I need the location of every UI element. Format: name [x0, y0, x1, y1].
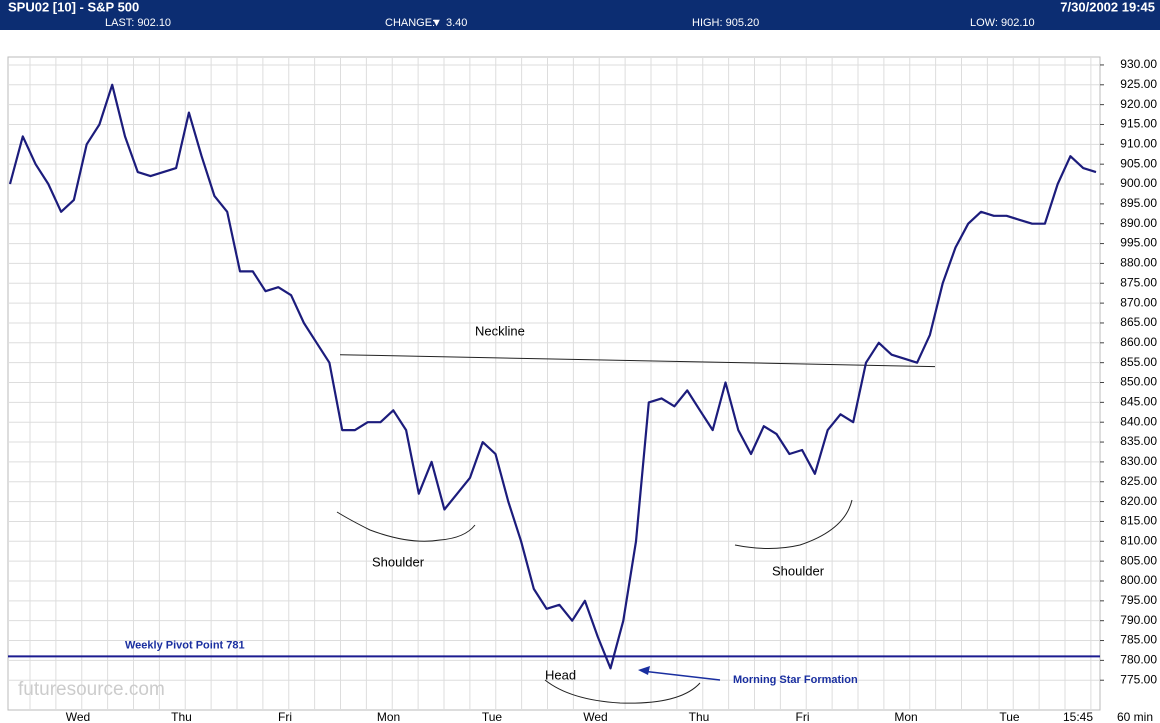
price-line — [8, 83, 1097, 670]
header-datetime: 7/30/2002 19:45 — [1060, 0, 1155, 14]
header-change-arrow: ▼ — [431, 17, 442, 29]
y-tick-label: 790.00 — [1120, 613, 1157, 627]
y-tick-label: 920.00 — [1120, 97, 1157, 111]
annotation: Morning Star Formation — [733, 674, 858, 686]
grid — [8, 57, 1100, 710]
y-tick-label: 890.00 — [1120, 216, 1157, 230]
interval-label: 60 min — [1117, 710, 1153, 723]
y-tick-label: 825.00 — [1120, 474, 1157, 488]
y-tick-label: 820.00 — [1120, 494, 1157, 508]
y-tick-label: 880.00 — [1120, 256, 1157, 270]
y-tick-label: 870.00 — [1120, 295, 1157, 309]
x-tick-label: Thu — [171, 710, 192, 723]
y-tick-label: 905.00 — [1120, 156, 1157, 170]
neckline-label: Neckline — [475, 323, 525, 338]
header-bar — [0, 0, 1160, 30]
y-tick-label: 925.00 — [1120, 77, 1157, 91]
y-tick-label: 815.00 — [1120, 514, 1157, 528]
x-tick-label: Tue — [482, 710, 503, 723]
x-tick-label: Fri — [796, 710, 810, 723]
y-tick-label: 915.00 — [1120, 117, 1157, 131]
x-tick-label: Wed — [66, 710, 90, 723]
header-title: SPU02 [10] - S&P 500 — [8, 0, 139, 14]
x-tick-label: Wed — [583, 710, 607, 723]
x-tick-label: Mon — [894, 710, 917, 723]
annotation: Shoulder — [772, 563, 825, 578]
pivot-label: Weekly Pivot Point 781 — [125, 639, 245, 651]
head-curve — [544, 679, 701, 704]
header-high: HIGH: 905.20 — [692, 17, 759, 29]
x-tick-label: Fri — [278, 710, 292, 723]
y-tick-label: 810.00 — [1120, 533, 1157, 547]
y-tick-label: 930.00 — [1120, 57, 1157, 71]
marks — [8, 83, 1100, 670]
y-tick-label: 805.00 — [1120, 553, 1157, 567]
annotation: Shoulder — [372, 554, 425, 569]
y-tick-label: 830.00 — [1120, 454, 1157, 468]
y-tick-label: 845.00 — [1120, 395, 1157, 409]
y-tick-label: 900.00 — [1120, 176, 1157, 190]
x-tick-label: Thu — [689, 710, 710, 723]
y-tick-label: 855.00 — [1120, 355, 1157, 369]
y-tick-label: 785.00 — [1120, 633, 1157, 647]
y-tick-label: 840.00 — [1120, 414, 1157, 428]
y-tick-label: 895.00 — [1120, 196, 1157, 210]
header-change: 3.40 — [446, 17, 467, 29]
y-tick-label: 850.00 — [1120, 375, 1157, 389]
y-tick-label: 800.00 — [1120, 573, 1157, 587]
annotation: Head — [545, 667, 576, 682]
x-tick-label: Mon — [377, 710, 400, 723]
y-tick-label: 860.00 — [1120, 335, 1157, 349]
y-tick-label: 780.00 — [1120, 653, 1157, 667]
header-last: LAST: 902.10 — [105, 17, 171, 29]
y-tick-label: 865.00 — [1120, 315, 1157, 329]
y-tick-label: 775.00 — [1120, 672, 1157, 686]
arrow-head — [638, 666, 650, 675]
header-change-label: CHANGE: — [385, 17, 435, 29]
y-tick-label: 875.00 — [1120, 275, 1157, 289]
y-tick-label: 795.00 — [1120, 593, 1157, 607]
watermark: futuresource.com — [18, 679, 165, 700]
y-tick-label: 910.00 — [1120, 137, 1157, 151]
x-tick-label: Tue — [999, 710, 1020, 723]
neckline — [339, 354, 936, 368]
header-low: LOW: 902.10 — [970, 17, 1035, 29]
plot-frame — [7, 56, 1101, 711]
shoulder-curve — [734, 499, 853, 549]
y-tick-label: 995.00 — [1120, 236, 1157, 250]
y-tick-label: 835.00 — [1120, 434, 1157, 448]
x-last-time: 15:45 — [1063, 710, 1093, 723]
shoulder-curve — [336, 511, 476, 542]
arrow — [641, 670, 721, 681]
